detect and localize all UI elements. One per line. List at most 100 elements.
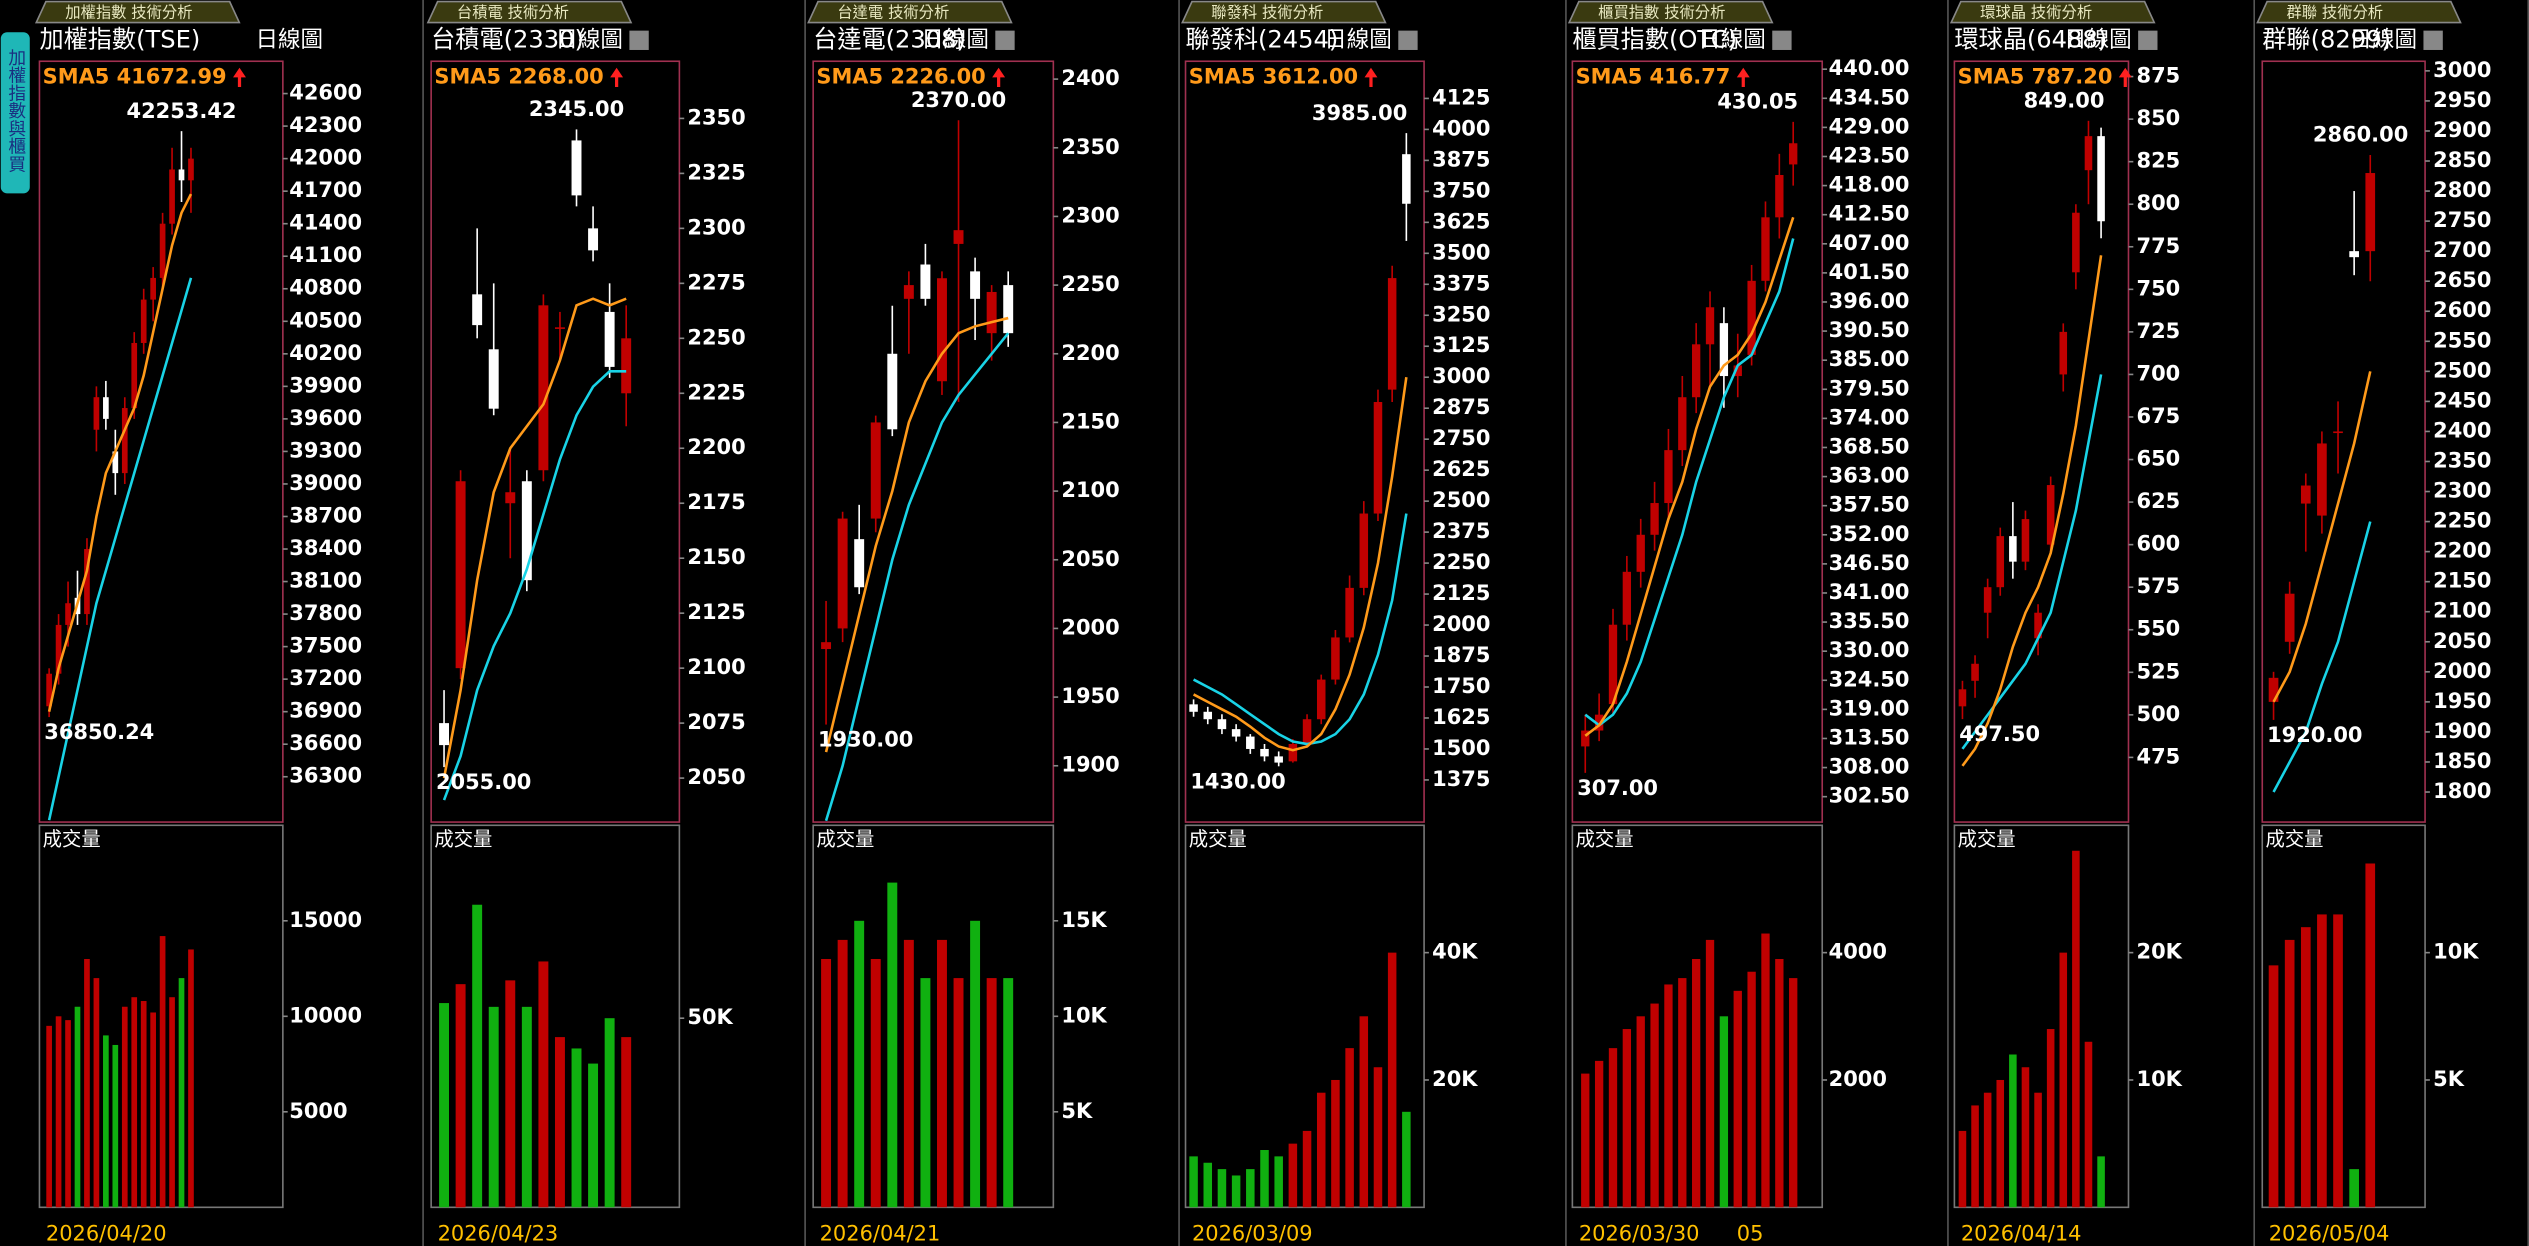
stock-title: 台達電(2308): [813, 25, 966, 53]
y-tick-label: 401.50: [1829, 260, 1910, 284]
period-label[interactable]: 日線圖: [921, 27, 989, 53]
y-tick-label: 575: [2137, 574, 2181, 598]
y-tick-label: 2200: [687, 435, 745, 459]
period-dropdown[interactable]: [2138, 30, 2158, 50]
y-tick-label: 2175: [687, 490, 745, 514]
side-tab[interactable]: [0, 32, 30, 194]
period-label[interactable]: 日線圖: [1698, 27, 1766, 53]
volume-bar: [150, 1012, 156, 1208]
period-dropdown[interactable]: [995, 30, 1015, 50]
y-tick-label: 42600: [289, 81, 362, 105]
panel-tab[interactable]: [1181, 0, 1387, 24]
candle-body: [169, 169, 175, 224]
volume-bar: [1705, 939, 1715, 1208]
volume-bar: [1260, 1150, 1269, 1208]
period-dropdown[interactable]: [629, 30, 649, 50]
y-tick-label: 2150: [687, 545, 745, 569]
volume-bar: [1302, 1130, 1312, 1208]
y-tick-label: 440.00: [1829, 56, 1910, 80]
candle-body: [1274, 756, 1283, 763]
volume-bar: [159, 936, 166, 1208]
y-tick-label: 429.00: [1829, 114, 1910, 138]
y-tick-label: 1750: [1432, 674, 1490, 698]
date-label: 05: [1737, 1222, 1764, 1246]
period-dropdown[interactable]: [1398, 30, 1418, 50]
date-label: 2026/04/21: [820, 1222, 941, 1246]
period-label[interactable]: 日線圖: [1324, 27, 1392, 53]
stock-title: 聯發科(2454): [1186, 25, 1339, 53]
y-tick-label: 15000: [289, 908, 362, 932]
volume-bar: [1650, 1003, 1659, 1208]
volume-bar: [1719, 1016, 1729, 1208]
panel-tab[interactable]: [807, 0, 1013, 24]
volume-bar: [2317, 914, 2327, 1208]
candle-body: [1719, 323, 1729, 377]
y-tick-label: 800: [2137, 191, 2181, 215]
volume-bar: [1733, 990, 1742, 1208]
high-label: 42253.42: [127, 99, 237, 123]
volume-bar: [837, 939, 848, 1208]
panel-tab[interactable]: [1949, 0, 2156, 24]
volume-bar: [439, 1003, 450, 1208]
panel-tab[interactable]: [2256, 0, 2462, 24]
y-tick-label: 2000: [1829, 1067, 1887, 1091]
volume-bar: [1958, 1130, 1967, 1208]
y-tick-label: 3000: [1432, 364, 1490, 388]
y-tick-label: 396.00: [1829, 289, 1910, 313]
candle-body: [1636, 534, 1645, 572]
period-label[interactable]: 日線圖: [2349, 27, 2417, 53]
candle-body: [1775, 175, 1784, 218]
volume-bar: [1761, 933, 1770, 1208]
candle-body: [1331, 637, 1340, 680]
candle-body: [103, 397, 109, 419]
y-tick-label: 725: [2137, 319, 2181, 343]
panel-tab[interactable]: [426, 0, 633, 24]
volume-bar: [1203, 1162, 1213, 1208]
period-label[interactable]: 日線圖: [255, 27, 323, 53]
volume-bar: [2349, 1169, 2359, 1208]
y-tick-label: 40K: [1432, 940, 1478, 964]
y-tick-label: 2950: [2433, 88, 2491, 112]
panel-tab[interactable]: [1567, 0, 1774, 24]
period-label[interactable]: 日線圖: [555, 27, 623, 53]
panel-tab-label: 環球晶 技術分析: [1980, 3, 2092, 21]
sma-label: SMA5 3612.00: [1189, 64, 1358, 88]
candle-body: [150, 277, 156, 300]
date-label: 2026/04/23: [438, 1222, 559, 1246]
candle-body: [112, 451, 119, 474]
panel-tab-label: 櫃買指數 技術分析: [1598, 3, 1725, 21]
y-tick-label: 4000: [1432, 116, 1490, 140]
y-tick-label: 2200: [2433, 539, 2491, 563]
volume-bar: [937, 939, 947, 1208]
y-tick-label: 2900: [2433, 118, 2491, 142]
y-tick-label: 2350: [687, 105, 745, 129]
volume-bar: [93, 978, 100, 1208]
volume-bar: [103, 1035, 109, 1208]
y-tick-label: 363.00: [1829, 464, 1910, 488]
sma-label: SMA5 787.20: [1958, 64, 2113, 88]
panel-tab[interactable]: [34, 0, 241, 24]
sma5-line: [1584, 216, 1795, 737]
y-tick-label: 38400: [289, 536, 362, 560]
period-label[interactable]: 日線圖: [2064, 27, 2132, 53]
volume-bar: [1217, 1169, 1227, 1208]
volume-bar: [970, 920, 981, 1208]
period-dropdown[interactable]: [1772, 30, 1792, 50]
volume-box: [812, 824, 1055, 1209]
candle-body: [937, 278, 947, 382]
y-tick-label: 38700: [289, 503, 362, 527]
candle-body: [1594, 714, 1604, 731]
y-tick-label: 10000: [289, 1003, 362, 1027]
volume-bar: [1003, 978, 1014, 1208]
y-tick-label: 36600: [289, 731, 362, 755]
y-tick-label: 2100: [1061, 478, 1119, 502]
y-tick-label: 341.00: [1829, 580, 1910, 604]
candle-body: [1189, 704, 1198, 712]
period-dropdown[interactable]: [2423, 30, 2443, 50]
y-tick-label: 2650: [2433, 268, 2491, 292]
candle-body: [1581, 730, 1590, 747]
candle-body: [2059, 331, 2068, 375]
volume-label: 成交量: [43, 827, 101, 850]
candle-body: [621, 338, 632, 394]
candle-body: [93, 397, 100, 430]
